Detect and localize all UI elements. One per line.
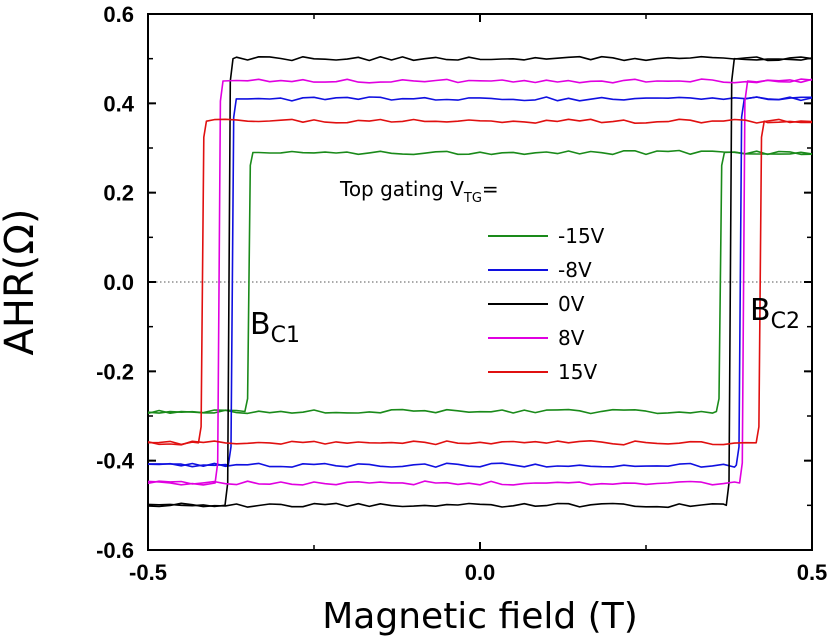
series-line-1-down-to-up-left xyxy=(148,96,813,468)
series-line-0-down-to-up-left xyxy=(147,149,813,414)
y-tick-label: -0.4 xyxy=(96,449,135,474)
y-tick-label: 0.6 xyxy=(103,2,134,27)
bc1-annotation: BC1 xyxy=(250,307,300,348)
legend-title: Top gating VTG= xyxy=(339,177,499,206)
legend-label: -8V xyxy=(558,258,592,282)
legend-title-sub: TG xyxy=(463,191,482,206)
ticks-layer: 0.6 0.4 0.2 0.0 -0.2 -0.4 -0.6-0.5 0.0 0.5 xyxy=(96,2,827,585)
legend-label: 8V xyxy=(558,326,585,350)
series-line-4-up-sweep-right xyxy=(147,120,813,446)
y-tick-label: -0.6 xyxy=(96,538,134,563)
series-line-2-up-sweep-right xyxy=(147,57,813,509)
bc1-main: B xyxy=(250,307,271,342)
bc1-sub: C1 xyxy=(271,323,300,348)
legend-label: 0V xyxy=(558,292,585,316)
x-axis-title: Magnetic field (T) xyxy=(322,596,638,637)
bc2-sub: C2 xyxy=(771,309,800,334)
series-line-3-down-to-up-left xyxy=(147,78,813,486)
y-tick-label: 0.4 xyxy=(103,91,134,116)
series-line-2-down-to-up-left xyxy=(147,55,813,508)
x-tick-label: 0.0 xyxy=(465,560,496,585)
series-line-0-up-sweep-right xyxy=(147,150,813,415)
series-line-3-up-sweep-right xyxy=(147,78,813,486)
y-tick-label: 0.0 xyxy=(103,270,134,295)
y-axis-title: AHR(Ω) xyxy=(0,208,43,355)
x-tick-label: -0.5 xyxy=(129,560,167,585)
legend-label: 15V xyxy=(558,360,597,384)
legend: -15V -8V 0V 8V 15V xyxy=(488,224,605,384)
x-tick-label: 0.5 xyxy=(797,560,828,585)
y-tick-label: -0.2 xyxy=(96,359,134,384)
bc2-main: B xyxy=(750,293,771,328)
legend-title-suffix: = xyxy=(482,177,499,201)
series-layer xyxy=(147,55,813,509)
legend-title-prefix: Top gating xyxy=(339,177,450,201)
y-tick-label: 0.2 xyxy=(103,181,134,206)
legend-title-v: V xyxy=(450,177,464,201)
series-line-4-down-to-up-left xyxy=(147,118,813,446)
bc2-annotation: BC2 xyxy=(750,293,800,334)
legend-label: -15V xyxy=(558,224,605,248)
